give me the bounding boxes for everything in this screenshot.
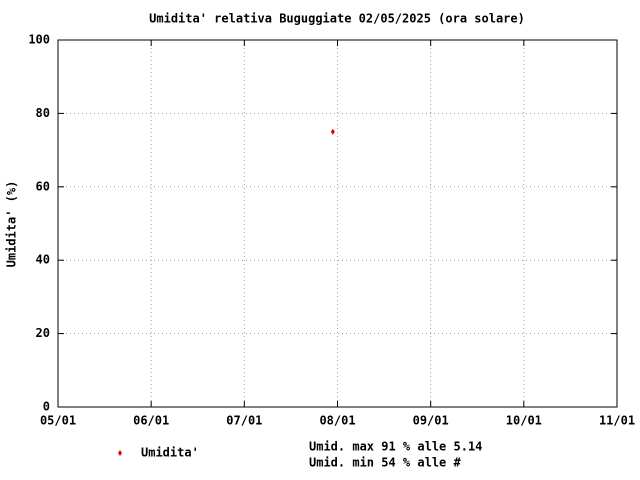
x-tick-label: 05/01 <box>40 414 76 428</box>
y-tick-label: 20 <box>36 326 50 340</box>
x-tick-label: 08/01 <box>319 414 355 428</box>
annotation: Umid. min 54 % alle # <box>309 456 461 470</box>
y-axis-label: Umidita' (%) <box>5 181 19 268</box>
y-tick-label: 100 <box>28 33 50 47</box>
x-tick-label: 11/01 <box>599 414 635 428</box>
legend-label: Umidita' <box>141 446 199 460</box>
plot-frame <box>57 39 618 408</box>
y-tick-label: 40 <box>36 253 50 267</box>
x-tick-label: 10/01 <box>506 414 542 428</box>
legend-marker <box>118 450 122 456</box>
x-tick-label: 07/01 <box>226 414 262 428</box>
y-tick-label: 80 <box>36 106 50 120</box>
data-point <box>330 128 335 135</box>
y-tick-label: 60 <box>36 179 50 193</box>
x-tick-label: 06/01 <box>133 414 169 428</box>
y-tick-label: 0 <box>43 400 50 414</box>
x-tick-label: 09/01 <box>413 414 449 428</box>
annotation: Umid. max 91 % alle 5.14 <box>309 440 482 454</box>
chart-title: Umidita' relativa Buguggiate 02/05/2025 … <box>149 12 525 26</box>
